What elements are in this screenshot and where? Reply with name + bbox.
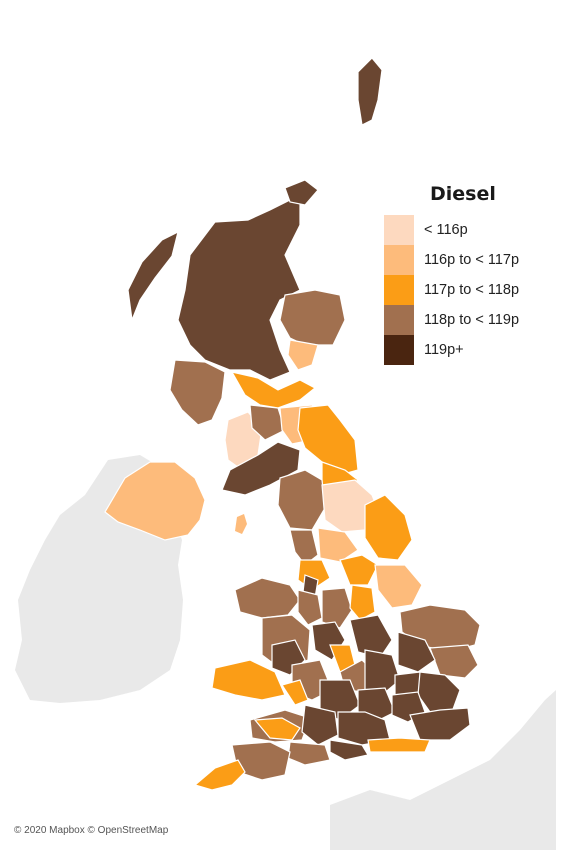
legend-swatch bbox=[384, 275, 414, 305]
legend-label: 118p to < 119p bbox=[424, 312, 520, 328]
region-lincolnshire bbox=[374, 564, 423, 609]
region-cheshire bbox=[297, 589, 323, 626]
northern-england bbox=[277, 404, 423, 609]
region-western-isles bbox=[127, 230, 179, 323]
region-glasgow bbox=[249, 404, 286, 441]
region-devon-north bbox=[253, 717, 301, 741]
region-dumfries bbox=[221, 441, 301, 496]
map-attribution[interactable]: © 2020 Mapbox © OpenStreetMap bbox=[14, 825, 169, 836]
region-cornwall bbox=[193, 759, 246, 791]
legend-item: 117p to < 118p bbox=[384, 275, 554, 305]
region-nottinghamshire bbox=[349, 584, 376, 621]
region-west-yorkshire bbox=[317, 527, 359, 563]
legend-label: < 116p bbox=[424, 222, 468, 238]
region-northamptonshire bbox=[364, 649, 401, 696]
region-cumbria bbox=[277, 469, 326, 531]
region-highlands bbox=[177, 194, 301, 381]
legend-label: 117p to < 118p bbox=[424, 282, 520, 298]
region-north-wales bbox=[234, 577, 301, 619]
legend-swatch bbox=[384, 335, 414, 365]
legend-swatch bbox=[384, 215, 414, 245]
legend-item: 119p+ bbox=[384, 335, 554, 365]
legend-swatch bbox=[384, 305, 414, 335]
region-orkney bbox=[284, 179, 319, 206]
region-wiltshire bbox=[301, 704, 339, 746]
region-angus bbox=[287, 339, 319, 371]
legend: Diesel < 116p 116p to < 117p 117p to < 1… bbox=[384, 183, 554, 365]
france-land bbox=[330, 690, 556, 850]
legend-item: 118p to < 119p bbox=[384, 305, 554, 335]
legend-title: Diesel bbox=[430, 183, 496, 205]
region-bristol bbox=[281, 679, 309, 706]
region-cambridgeshire bbox=[397, 631, 436, 673]
region-leicestershire bbox=[349, 614, 393, 659]
south-england bbox=[193, 671, 471, 791]
region-essex bbox=[417, 671, 461, 713]
region-south-wales bbox=[211, 659, 286, 701]
legend-item: 116p to < 117p bbox=[384, 245, 554, 275]
region-fife-edinburgh bbox=[230, 371, 317, 409]
region-northern-ireland bbox=[104, 461, 206, 541]
region-derbyshire bbox=[321, 587, 353, 629]
region-east-yorkshire bbox=[364, 494, 413, 561]
region-dorset bbox=[287, 741, 331, 766]
region-argyll bbox=[169, 359, 226, 426]
region-aberdeenshire bbox=[279, 289, 346, 346]
isle-of-man bbox=[235, 514, 247, 534]
region-south-yorkshire bbox=[339, 554, 379, 586]
legend-swatch bbox=[384, 245, 414, 275]
legend-label: 119p+ bbox=[424, 342, 464, 358]
region-suffolk bbox=[429, 644, 479, 679]
region-hampshire bbox=[329, 739, 369, 761]
region-sussex bbox=[367, 737, 431, 753]
legend-label: 116p to < 117p bbox=[424, 252, 520, 268]
legend-item: < 116p bbox=[384, 215, 554, 245]
region-shetland bbox=[357, 57, 383, 126]
